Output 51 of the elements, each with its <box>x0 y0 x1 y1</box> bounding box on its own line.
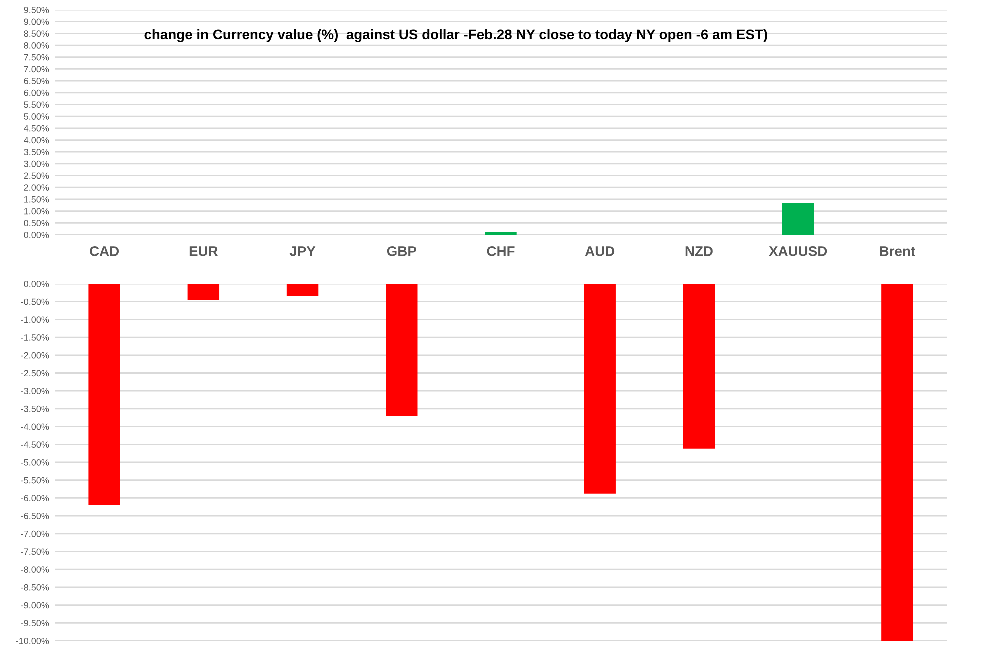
y-tick-label: -1.50% <box>21 334 50 341</box>
x-tick-label: CAD <box>90 246 120 256</box>
x-tick-label: CHF <box>487 246 515 256</box>
y-tick-label: 5.00% <box>24 114 50 120</box>
y-tick-label: 2.00% <box>24 184 50 191</box>
y-tick-label: -10.00% <box>16 638 50 644</box>
y-tick-label: -1.00% <box>21 316 50 324</box>
x-tick-label: GBP <box>387 246 416 256</box>
y-tick-label: -8.50% <box>21 584 50 591</box>
y-tick-label: -5.50% <box>21 477 50 484</box>
y-tick-label: 0.00% <box>24 232 50 238</box>
y-tick-label: 2.50% <box>24 172 50 180</box>
y-tick-label: 6.00% <box>24 90 50 96</box>
y-tick-label: -0.50% <box>21 298 50 306</box>
y-tick-label: 4.00% <box>24 137 50 144</box>
y-tick-label: -5.00% <box>21 459 50 466</box>
y-tick-label: 6.50% <box>24 78 50 84</box>
y-tick-label: -8.00% <box>21 566 50 573</box>
y-tick-label: 0.00% <box>24 280 50 288</box>
y-tick-label: 0.50% <box>24 220 50 227</box>
y-tick-label: 7.50% <box>24 54 50 61</box>
x-tick-label: NZD <box>686 246 713 256</box>
y-tick-label: -4.50% <box>21 442 50 448</box>
y-tick-label: -4.00% <box>21 424 50 430</box>
y-tick-label: -3.50% <box>21 406 50 412</box>
y-tick-label: 8.50% <box>24 30 50 38</box>
y-tick-label: 4.50% <box>24 125 50 132</box>
y-tick-label: 5.50% <box>24 102 50 108</box>
y-tick-label: 3.00% <box>24 160 50 168</box>
y-tick-label: -6.00% <box>21 495 50 502</box>
text: change in Currency value (%) against US dollar -Feb.28 NY close to today NY open -6 am EST) <box>144 29 768 42</box>
y-tick-label: -3.00% <box>21 388 50 394</box>
y-tick-label: -2.00% <box>21 352 50 359</box>
y-tick-label: 9.00% <box>24 18 50 26</box>
y-tick-label: -7.50% <box>21 548 50 556</box>
y-tick-label: -9.00% <box>21 602 50 609</box>
y-tick-label: -2.50% <box>21 370 50 377</box>
y-tick-label: 1.50% <box>24 196 50 203</box>
y-tick-label: -6.50% <box>21 513 50 520</box>
x-tick-label: AUD <box>585 246 615 256</box>
y-tick-label: -9.50% <box>21 620 50 627</box>
y-tick-label: 9.50% <box>24 6 50 14</box>
y-tick-label: 3.50% <box>24 149 50 156</box>
x-tick-label: EUR <box>190 246 218 256</box>
x-tick-label: XAUUSD <box>769 246 828 256</box>
x-tick-label: JPY <box>290 246 316 256</box>
y-tick-label: 1.00% <box>24 208 50 215</box>
y-tick-label: 8.00% <box>24 42 50 49</box>
y-tick-label: -7.00% <box>21 530 50 538</box>
y-tick-label: 7.00% <box>24 66 50 73</box>
x-tick-label: Brent <box>880 246 916 256</box>
